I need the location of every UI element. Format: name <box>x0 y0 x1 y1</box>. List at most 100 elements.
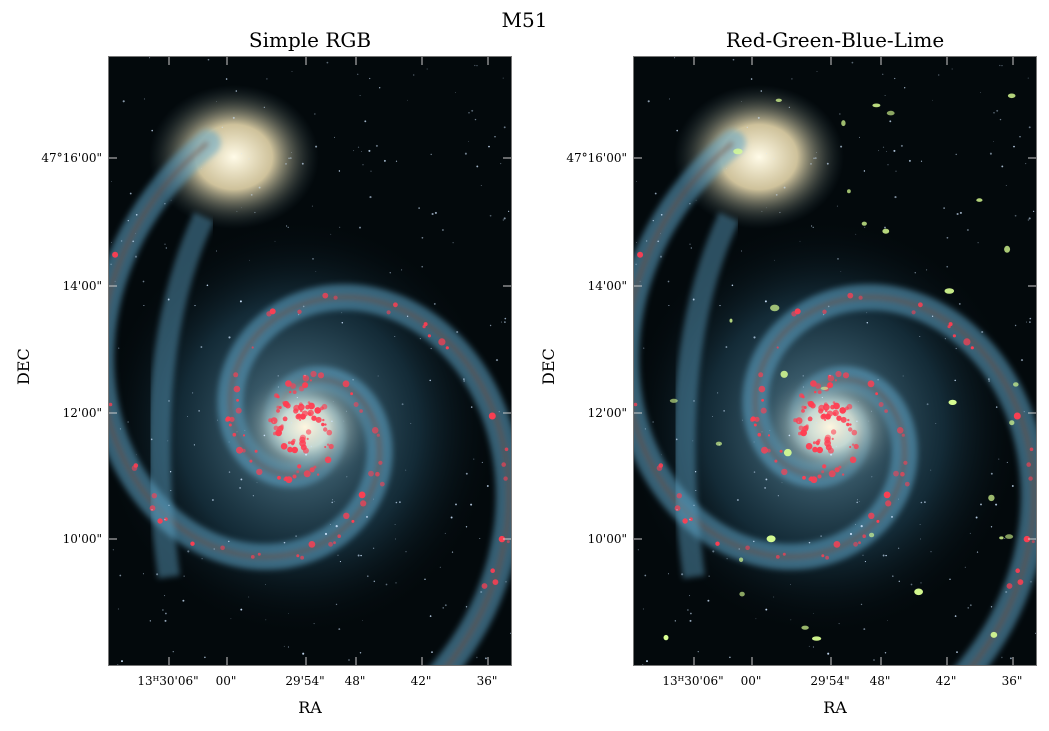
hii-region <box>876 519 880 523</box>
hii-region <box>320 406 324 411</box>
hii-region <box>321 422 325 427</box>
star <box>164 619 167 622</box>
star <box>330 233 332 235</box>
axis-ticks <box>634 57 1036 665</box>
star <box>172 651 174 653</box>
star <box>988 380 990 382</box>
star <box>652 219 654 222</box>
star <box>799 240 801 242</box>
hii-region <box>164 517 168 521</box>
star <box>765 207 767 209</box>
hii-region <box>251 346 254 349</box>
star <box>288 157 290 160</box>
hii-region <box>826 410 833 417</box>
star <box>338 628 341 631</box>
star <box>129 192 132 195</box>
star <box>1028 217 1031 220</box>
hii-region <box>774 459 778 463</box>
left-xtick-0: 13ᴴ30'06" <box>137 674 199 688</box>
lime-source <box>944 288 955 294</box>
hii-region <box>851 429 858 436</box>
star <box>926 269 928 271</box>
star <box>395 501 398 504</box>
lime-source <box>663 634 669 641</box>
hii-region <box>423 322 428 327</box>
star <box>969 604 972 607</box>
star <box>504 317 507 320</box>
hii-region <box>827 382 834 389</box>
spiral-arm <box>217 284 511 665</box>
hii-region <box>295 413 302 420</box>
star <box>274 240 276 242</box>
star <box>857 401 859 402</box>
hii-region <box>287 446 293 453</box>
left-xtick-5: 36" <box>476 674 498 688</box>
hii-region <box>307 409 314 417</box>
hii-region <box>282 401 286 405</box>
star <box>693 400 695 402</box>
hii-region <box>242 434 246 437</box>
star <box>372 547 375 549</box>
star <box>359 226 361 229</box>
star <box>473 458 475 460</box>
hii-region <box>315 416 322 423</box>
star <box>287 226 289 228</box>
lime-source <box>948 399 957 405</box>
star <box>334 136 335 138</box>
star <box>862 554 864 556</box>
star <box>505 580 507 583</box>
star <box>193 444 195 446</box>
star <box>830 453 833 456</box>
star <box>659 255 663 258</box>
hii-region <box>386 310 391 315</box>
star <box>977 242 979 244</box>
star <box>773 158 775 160</box>
hii-region <box>948 322 953 327</box>
hii-region <box>309 379 312 382</box>
sky-background <box>109 57 511 665</box>
hii-region <box>283 477 288 482</box>
star <box>980 92 981 93</box>
hii-region <box>883 491 891 499</box>
hii-region <box>750 416 756 422</box>
star <box>401 269 403 271</box>
spiral-arm <box>634 129 918 570</box>
galaxy-core <box>235 367 375 487</box>
hii-region <box>779 449 783 453</box>
star <box>114 280 116 282</box>
hii-region <box>112 251 119 258</box>
star <box>687 609 689 611</box>
hii-region <box>791 311 797 317</box>
star <box>134 255 138 258</box>
star <box>993 111 995 114</box>
hii-region <box>682 518 688 524</box>
hii-region <box>378 460 383 465</box>
star <box>990 526 993 528</box>
star <box>1001 65 1003 67</box>
hii-region <box>817 390 822 394</box>
hii-region <box>1006 583 1013 589</box>
star <box>373 498 375 500</box>
star <box>470 406 473 408</box>
hii-region <box>816 446 823 454</box>
star <box>873 659 875 661</box>
hii-region <box>233 385 241 393</box>
star <box>956 651 958 653</box>
star <box>313 623 315 625</box>
left-xtick-1: 00" <box>215 674 237 688</box>
star <box>314 113 316 115</box>
hii-region <box>801 405 805 409</box>
hii-region <box>833 541 841 548</box>
star <box>731 284 734 287</box>
star <box>689 518 691 521</box>
star <box>122 100 125 103</box>
star <box>480 590 483 594</box>
star <box>324 532 328 536</box>
hii-region <box>275 394 280 398</box>
galaxy-rendering <box>109 57 511 665</box>
star <box>484 657 487 660</box>
hii-region <box>360 500 367 507</box>
hii-region <box>290 440 295 445</box>
hii-region <box>822 403 830 411</box>
right-xtick-3: 48" <box>869 674 891 688</box>
